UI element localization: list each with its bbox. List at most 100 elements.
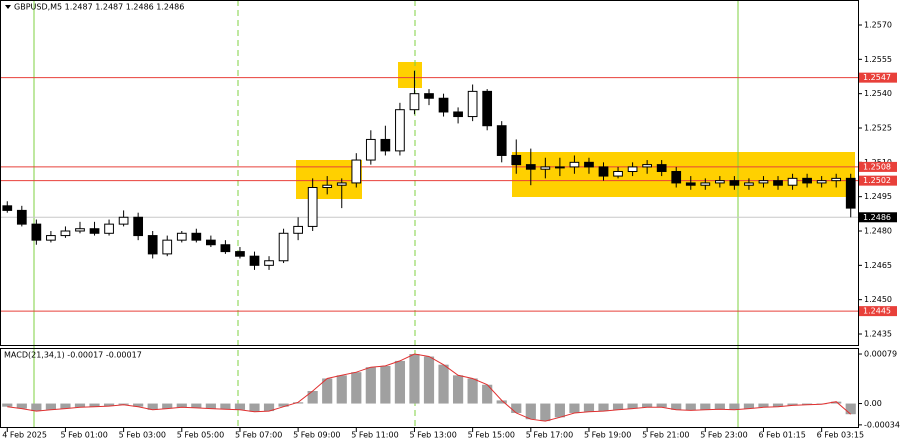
x-tick-label: 5 Feb 17:00 bbox=[526, 431, 573, 440]
level-label: 1.2502 bbox=[863, 176, 891, 185]
candle-body bbox=[714, 180, 725, 184]
macd-bar bbox=[482, 384, 493, 404]
macd-bar bbox=[74, 403, 86, 408]
macd-bar bbox=[133, 403, 144, 407]
candle-body bbox=[540, 166, 551, 170]
candle-body bbox=[162, 239, 173, 255]
candle-body bbox=[206, 239, 216, 246]
macd-bar bbox=[845, 403, 856, 415]
candle-body bbox=[642, 164, 652, 168]
candle-body bbox=[293, 225, 303, 234]
candle-body bbox=[46, 235, 56, 241]
macd-bar bbox=[438, 364, 449, 404]
macd-bar bbox=[758, 403, 769, 408]
candle-body bbox=[409, 93, 420, 111]
candle-body bbox=[31, 223, 42, 241]
macd-bar bbox=[540, 403, 551, 422]
macd-bar bbox=[714, 403, 725, 410]
candle-body bbox=[307, 187, 318, 227]
macd-bar bbox=[409, 354, 420, 404]
macd-bar bbox=[278, 403, 289, 407]
candle-body bbox=[555, 166, 565, 169]
macd-bar bbox=[45, 403, 56, 410]
candle-body bbox=[482, 90, 493, 127]
macd-bar bbox=[89, 403, 100, 407]
level-label: 1.2486 bbox=[863, 213, 891, 222]
plot: 1.25701.25551.25401.25251.25101.24951.24… bbox=[0, 21, 900, 440]
candle-body bbox=[2, 205, 13, 211]
candle-body bbox=[60, 230, 71, 237]
level-tag bbox=[859, 72, 897, 83]
macd-frame bbox=[0, 348, 859, 428]
candle-body bbox=[525, 164, 536, 170]
candle-body bbox=[700, 182, 711, 186]
candle-body bbox=[322, 184, 333, 189]
candle-body bbox=[438, 97, 449, 113]
candle-body bbox=[235, 251, 245, 257]
candle-body bbox=[249, 255, 260, 266]
candle-body bbox=[191, 232, 202, 241]
macd-bar bbox=[322, 378, 333, 404]
y-tick-label: 1.2570 bbox=[864, 21, 892, 30]
macd-title: MACD(21,34,1) -0.00017 -0.00017 bbox=[4, 351, 142, 360]
macd-bar bbox=[234, 403, 246, 410]
candle-body bbox=[802, 177, 812, 184]
macd-bar bbox=[103, 403, 115, 407]
macd-bar bbox=[191, 403, 202, 408]
macd-bar bbox=[627, 403, 638, 409]
y-tick-label: 1.2555 bbox=[864, 55, 892, 64]
x-tick-label: 6 Feb 01:15 bbox=[758, 431, 805, 440]
candle-body bbox=[220, 244, 231, 253]
macd-bar bbox=[336, 375, 347, 404]
candle-body bbox=[511, 154, 522, 166]
highlight-box bbox=[512, 152, 855, 197]
y-tick-label: -0.00034 bbox=[864, 420, 900, 429]
candle-body bbox=[569, 161, 580, 168]
x-tick-label: 6 Feb 03:15 bbox=[817, 431, 864, 440]
macd-bar bbox=[802, 403, 813, 405]
macd-bar bbox=[176, 403, 187, 408]
candle-body bbox=[496, 125, 507, 156]
macd-bar bbox=[642, 403, 653, 408]
x-tick-label: 5 Feb 11:00 bbox=[351, 431, 398, 440]
macd-bar bbox=[583, 403, 595, 412]
x-tick-label: 5 Feb 09:00 bbox=[293, 431, 340, 440]
candle-body bbox=[773, 180, 783, 186]
candle-body bbox=[75, 228, 85, 232]
highlight-box bbox=[398, 62, 422, 88]
macd-bar bbox=[16, 403, 27, 409]
macd-bar bbox=[569, 403, 580, 413]
macd-bar bbox=[423, 356, 435, 404]
y-tick-label: 1.2435 bbox=[864, 330, 892, 339]
y-tick-label: 1.2450 bbox=[864, 295, 892, 304]
macd-bar bbox=[787, 403, 798, 406]
signal-line bbox=[7, 353, 852, 422]
level-label: 1.2547 bbox=[863, 73, 891, 82]
macd-bar bbox=[700, 403, 711, 410]
macd-bar bbox=[220, 403, 231, 410]
candle-body bbox=[656, 164, 667, 172]
macd-bar bbox=[671, 403, 682, 410]
macd-bar bbox=[685, 403, 696, 411]
candle-body bbox=[758, 180, 769, 184]
candle-body bbox=[365, 138, 376, 161]
menu-arrow bbox=[5, 5, 11, 9]
level-tag bbox=[859, 175, 897, 186]
y-tick-label: 1.2465 bbox=[864, 261, 892, 270]
macd-bar bbox=[612, 403, 624, 410]
macd-bar bbox=[249, 403, 260, 412]
macd-bar bbox=[380, 365, 391, 404]
macd-bar bbox=[525, 403, 536, 420]
macd-bar bbox=[205, 403, 216, 409]
candle-body bbox=[816, 180, 827, 184]
level-tag bbox=[859, 161, 897, 172]
candle-body bbox=[351, 159, 362, 184]
candle-body bbox=[744, 182, 754, 186]
candle-body bbox=[671, 170, 682, 184]
macd-bar bbox=[496, 400, 507, 404]
macd-bar bbox=[293, 402, 304, 404]
candle-body bbox=[147, 235, 158, 255]
candle-body bbox=[16, 209, 27, 225]
y-tick-label: 1.2495 bbox=[864, 192, 892, 201]
